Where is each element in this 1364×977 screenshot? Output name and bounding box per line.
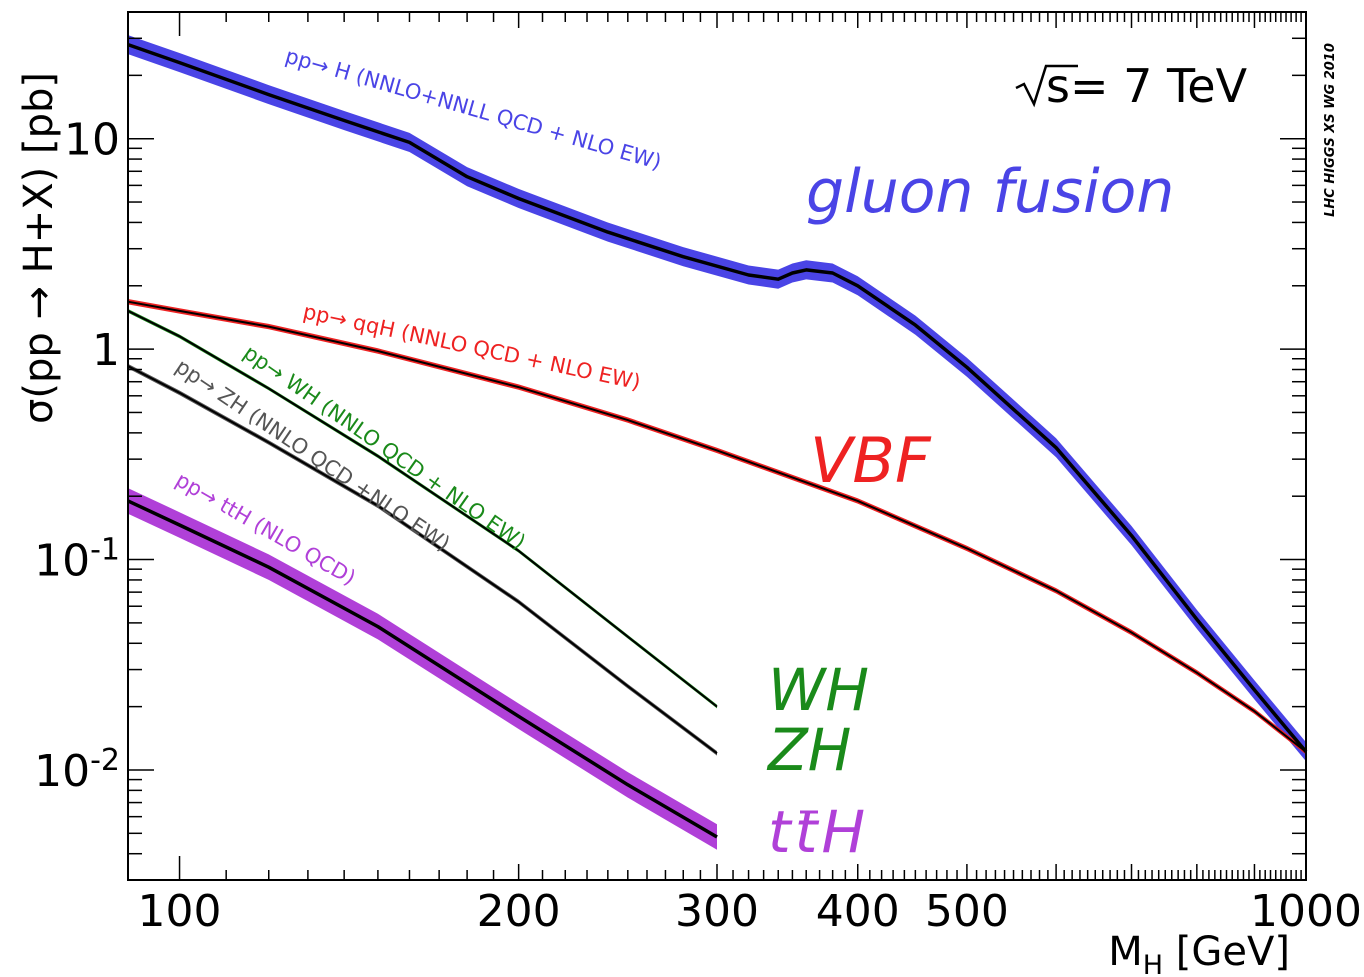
x-axis-title: MH [GeV] (1108, 929, 1290, 977)
series-lines (127, 42, 1308, 839)
process-labels: pp→ H (NNLO+NNLL QCD + NLO EW) pp→ qqH (… (171, 44, 664, 590)
x-tick-label: 400 (816, 886, 900, 937)
plot-frame (127, 11, 1307, 881)
ggf-central-line (127, 42, 1308, 753)
vbf-big-label: VBF (810, 424, 932, 497)
x-tick-label: 300 (675, 886, 759, 937)
wh-big-label: WH (768, 656, 869, 724)
vbf-central-line (127, 300, 1307, 753)
axis-ticks (128, 11, 1307, 881)
x-tick-label: 200 (477, 886, 561, 937)
zh-central-line (127, 365, 718, 755)
x-tick-label: 100 (138, 886, 222, 937)
y-tick-label: 10-2 (34, 743, 120, 797)
y-axis-title: σ(pp → H+X) [pb] (16, 72, 62, 424)
watermark-stamp: LHC HIGGS XS WG 2010 (1323, 43, 1338, 217)
energy-label: s= 7 TeV (1015, 59, 1248, 113)
wh-central-line (127, 310, 718, 708)
y-tick-label: 10 (64, 115, 120, 166)
tth-central-line (127, 499, 718, 839)
sqrt-sign (1015, 64, 1078, 108)
y-tick-label: 1 (92, 325, 120, 376)
energy-text: s= 7 TeV (1046, 59, 1248, 113)
y-tick-label: 10-1 (34, 533, 120, 587)
x-tick-label: 500 (925, 886, 1009, 937)
x-tick-labels: 100 200 300 400 500 1000 (138, 886, 1362, 937)
y-tick-labels: 10 1 10-1 10-2 (34, 115, 120, 797)
ggf-big-label: gluon fusion (806, 157, 1174, 227)
x-tick-label: 1000 (1250, 886, 1362, 937)
zh-big-label: ZH (766, 716, 851, 784)
ggf-process-label: pp→ H (NNLO+NNLL QCD + NLO EW) (283, 44, 664, 175)
tth-big-label: ttH (768, 798, 869, 866)
tth-uncertainty-band (128, 488, 717, 850)
series-bands (128, 35, 1306, 850)
